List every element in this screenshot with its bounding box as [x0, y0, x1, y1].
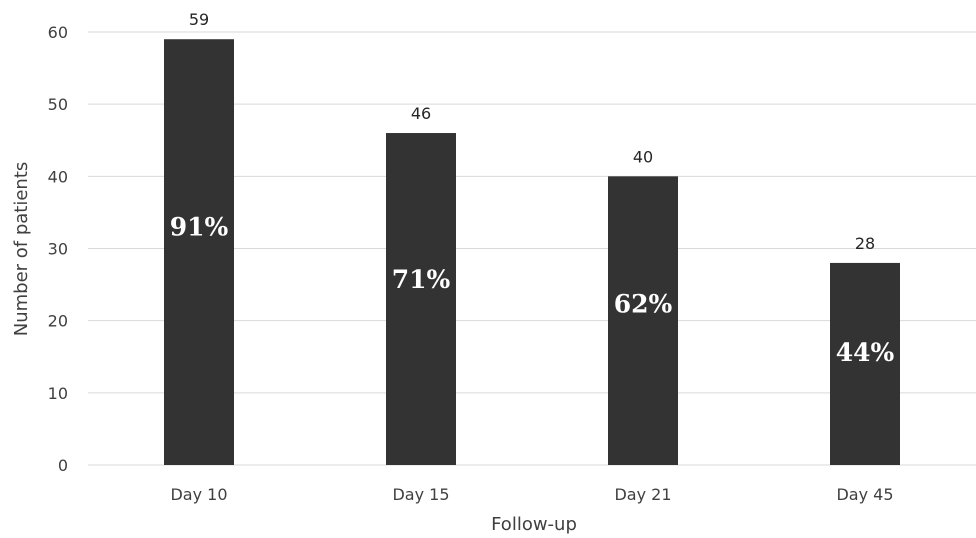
y-axis-title: Number of patients [11, 162, 32, 337]
x-tick-label: Day 21 [614, 485, 671, 504]
value-label: 46 [411, 104, 431, 123]
x-axis-ticks: Day 10 Day 15 Day 21 Day 45 [170, 485, 893, 504]
percent-label: 71% [392, 265, 451, 294]
x-axis-title: Follow-up [491, 514, 577, 535]
value-label: 59 [189, 10, 209, 29]
gridlines [88, 31, 976, 466]
x-tick-label: Day 10 [170, 485, 227, 504]
bar [164, 39, 234, 465]
bar [386, 133, 456, 466]
y-axis-ticks: 0 10 20 30 40 50 60 [48, 23, 68, 475]
y-tick-label: 10 [48, 384, 68, 403]
percent-label: 44% [836, 338, 895, 367]
x-tick-label: Day 45 [836, 485, 893, 504]
y-tick-label: 50 [48, 95, 68, 114]
percent-label: 91% [170, 213, 229, 242]
x-tick-label: Day 15 [392, 485, 449, 504]
y-tick-label: 40 [48, 167, 68, 186]
bar [830, 262, 900, 465]
value-label: 28 [855, 234, 875, 253]
percent-label: 62% [614, 289, 673, 318]
y-tick-label: 60 [48, 23, 68, 42]
bar [608, 176, 678, 466]
bars: 59 91% 46 71% 40 62% 28 44% [164, 10, 900, 466]
value-label: 40 [633, 147, 653, 166]
y-tick-label: 30 [48, 240, 68, 259]
y-tick-label: 0 [58, 456, 68, 475]
y-tick-label: 20 [48, 312, 68, 331]
